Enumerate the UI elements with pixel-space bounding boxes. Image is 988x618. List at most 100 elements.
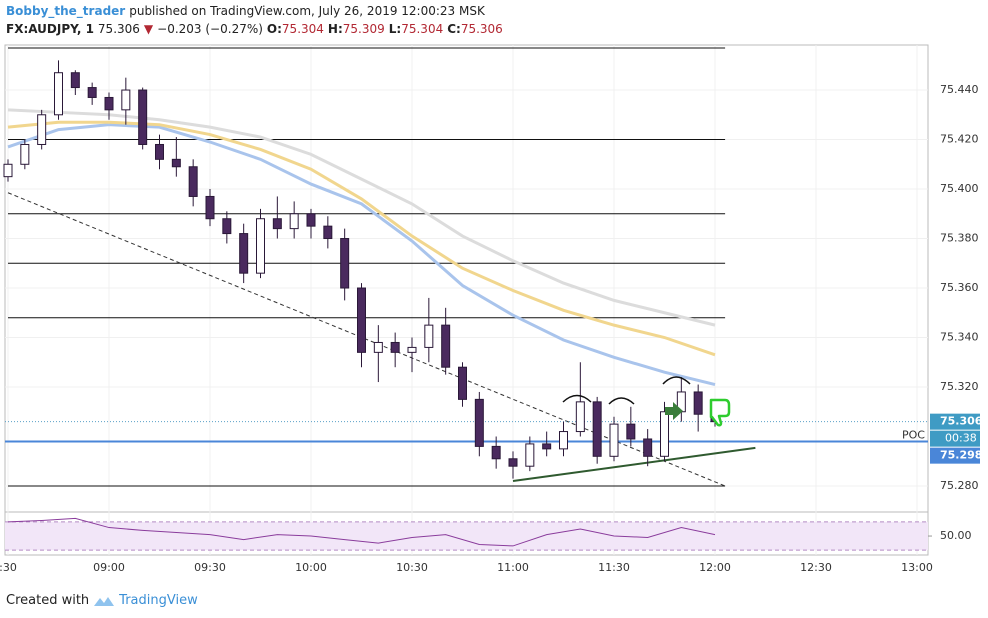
candle-body — [104, 96, 114, 111]
candle-body — [306, 213, 316, 227]
annotations — [562, 376, 731, 427]
x-tick-label: 10:00 — [295, 561, 327, 574]
quote-label: L: — [388, 22, 402, 36]
candle-body — [54, 72, 63, 116]
quote-value: 75.304 — [401, 22, 444, 36]
candle-body — [222, 218, 232, 235]
candle-body — [390, 341, 400, 353]
poc-label: POC — [902, 428, 925, 441]
y-tick-label: 75.420 — [940, 133, 979, 146]
x-tick-label: 12:00 — [699, 561, 731, 574]
y-tick-label: 75.400 — [940, 182, 979, 195]
price: 75.306 — [97, 22, 140, 36]
candle-body — [592, 401, 602, 457]
moving-average — [7, 123, 716, 386]
poc-value-label: 75.298 — [940, 449, 982, 462]
rsi-tick-label: 50.00 — [940, 529, 972, 542]
quote-label: C: — [447, 22, 461, 36]
quote-value: 75.304 — [281, 22, 324, 36]
candle-body — [3, 163, 13, 178]
candle-body — [542, 443, 552, 450]
candle-body — [458, 366, 467, 400]
ohlc: O:75.304 H:75.309 L:75.304 C:75.306 — [267, 22, 507, 36]
candle-body — [357, 287, 366, 353]
published: published on TradingView.com, July 26, 2… — [129, 4, 485, 18]
candle-body — [171, 158, 181, 168]
rsi-band — [5, 521, 928, 551]
candle-body — [525, 443, 535, 467]
candle-body — [121, 89, 131, 111]
candle-body — [239, 233, 249, 274]
quote-value: 75.309 — [342, 22, 385, 36]
candle-body — [188, 166, 198, 197]
y-tick-label: 75.380 — [940, 232, 979, 245]
x-tick-label: 13:00 — [901, 561, 933, 574]
candle-body — [559, 431, 568, 450]
x-tick-label: 09:00 — [93, 561, 125, 574]
y-tick-label: 75.340 — [940, 331, 979, 344]
candle-body — [87, 87, 97, 98]
candle-body — [138, 89, 148, 145]
candle-body — [20, 143, 30, 165]
candle-body — [70, 72, 80, 89]
candle-body — [407, 346, 417, 353]
arc — [562, 394, 592, 403]
x-tick-label: 12:30 — [800, 561, 832, 574]
candle-body — [340, 238, 350, 289]
candle-body — [205, 195, 215, 220]
candle-body — [474, 398, 484, 447]
y-tick-label: 75.320 — [940, 380, 979, 393]
last-price-label: 75.306 — [940, 415, 983, 428]
quote-value: 75.306 — [460, 22, 503, 36]
arc — [662, 376, 691, 385]
arc — [608, 397, 635, 405]
countdown-box — [930, 430, 980, 447]
candle-body — [441, 324, 451, 368]
candle-body — [155, 143, 164, 160]
candle-body — [37, 114, 47, 145]
candle-body — [323, 225, 333, 240]
x-tick-label: 11:30 — [598, 561, 630, 574]
support-line — [512, 446, 756, 483]
countdown-label: 00:38 — [945, 432, 977, 445]
last-price-box — [930, 413, 980, 430]
quote-line: FX:AUDJPY, 1 75.306 ▼ −0.203 (−0.27%) O:75.3… — [6, 22, 511, 36]
symbol: FX:AUDJPY, 1 — [6, 22, 94, 36]
y-tick-label: 75.280 — [940, 479, 979, 492]
header-line: Bobby_the_trader published on TradingView… — [6, 4, 489, 18]
footer: Created with TradingView — [6, 593, 198, 608]
candle-body — [508, 458, 518, 467]
candle-body — [660, 411, 669, 457]
x-tick-label: 11:00 — [497, 561, 529, 574]
arrow-icon — [665, 402, 683, 420]
thumbs-down-icon — [709, 398, 731, 427]
rsi-line — [7, 517, 716, 547]
logo — [94, 596, 115, 606]
candle-body — [289, 213, 299, 230]
candle-body — [643, 438, 653, 457]
x-tick-label: 10:30 — [396, 561, 428, 574]
candle-body — [575, 401, 585, 433]
candle-body — [256, 218, 265, 274]
candle-body — [272, 218, 282, 230]
x-tick-label: 09:30 — [194, 561, 226, 574]
x-tick-label: :30 — [0, 561, 17, 574]
change: −0.203 (−0.27%) — [157, 22, 263, 36]
author[interactable]: Bobby_the_trader — [6, 4, 126, 18]
quote-label: O: — [266, 22, 282, 36]
y-tick-label: 75.440 — [940, 83, 979, 96]
candle-body — [491, 445, 501, 460]
down-arrow: ▼ — [143, 22, 154, 36]
candle-body — [609, 423, 619, 457]
candle-body — [626, 423, 636, 440]
candle-body — [373, 341, 383, 353]
poc-box — [930, 447, 980, 464]
candle-body — [424, 324, 434, 348]
created-with: Created with — [6, 593, 90, 608]
trendline — [7, 192, 726, 487]
candle-body — [693, 391, 703, 415]
brand[interactable]: TradingView — [119, 593, 198, 608]
